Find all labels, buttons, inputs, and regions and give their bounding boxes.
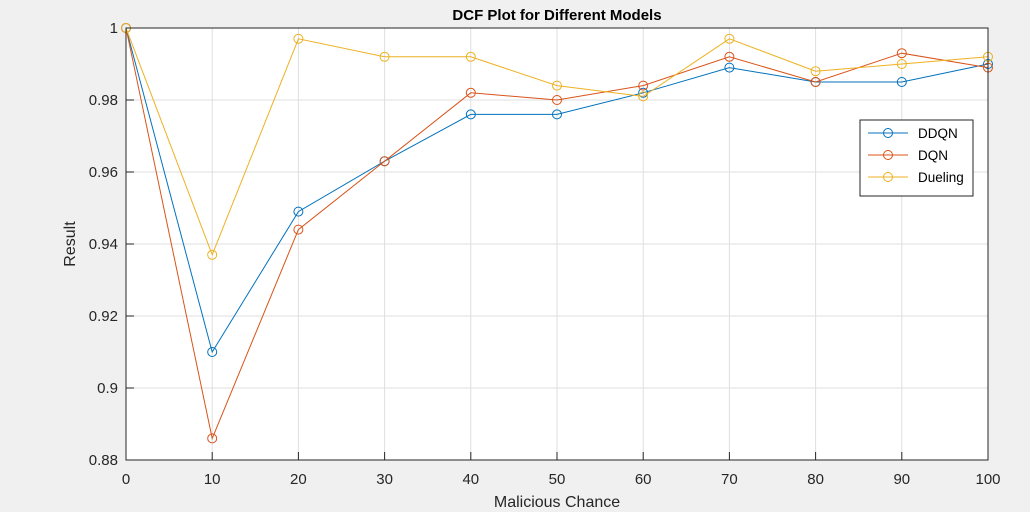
x-tick-label: 40 (462, 471, 479, 488)
data-point (896, 48, 907, 59)
axis-ticks: 0 10 20 30 40 50 60 70 80 90 100 0.88 0.9 0.92 0.94 0.9… (89, 20, 1001, 488)
data-point (465, 51, 476, 62)
y-tick-label: 0.96 (89, 164, 118, 181)
legend-marker (883, 150, 893, 160)
chart-title: DCF Plot for Different Models (452, 7, 661, 24)
y-tick-label: 0.98 (89, 92, 118, 109)
data-point (724, 51, 735, 62)
series-dueling (121, 23, 993, 260)
data-point (293, 206, 304, 217)
data-point (379, 156, 390, 167)
data-point (552, 109, 562, 120)
series-line (125, 27, 989, 441)
data-point (724, 62, 735, 73)
data-point (379, 51, 390, 62)
x-tick-label: 90 (893, 471, 910, 488)
data-point (638, 91, 649, 102)
data-point (810, 66, 821, 77)
y-tick-label: 0.9 (97, 380, 118, 397)
x-tick-label: 10 (204, 471, 221, 488)
data-point (465, 109, 476, 120)
x-tick-label: 20 (290, 471, 307, 488)
legend-label: DQN (918, 148, 948, 163)
series-line (125, 27, 989, 257)
x-tick-label: 0 (122, 471, 130, 488)
x-tick-label: 50 (549, 471, 566, 488)
data-point (293, 33, 304, 44)
y-axis-label: Result (62, 221, 79, 267)
x-tick-label: 30 (376, 471, 393, 488)
legend-item: DDQN (868, 126, 958, 141)
data-point (207, 347, 218, 357)
data-point (465, 87, 476, 98)
data-point (207, 249, 218, 260)
x-tick-label: 100 (975, 471, 1000, 488)
x-tick-label: 60 (635, 471, 652, 488)
data-point (896, 77, 907, 87)
data-point (724, 33, 735, 44)
legend-item: DQN (868, 148, 948, 163)
y-tick-label: 0.92 (89, 308, 118, 325)
legend-marker (883, 172, 893, 182)
data-point (293, 224, 304, 235)
x-axis-label: Malicious Chance (494, 494, 620, 511)
y-tick-label: 1 (110, 20, 118, 37)
legend-item: Dueling (868, 170, 964, 185)
y-tick-label: 0.88 (89, 452, 118, 469)
x-tick-label: 70 (721, 471, 738, 488)
data-point (896, 59, 907, 69)
data-point (552, 95, 562, 105)
x-tick-label: 80 (807, 471, 824, 488)
data-point (552, 80, 562, 91)
legend-label: Dueling (918, 170, 964, 185)
legend-marker (883, 128, 893, 138)
series-line (125, 27, 989, 354)
y-tick-label: 0.94 (89, 236, 118, 253)
legend: DDQN DQN Dueling (859, 119, 974, 197)
data-point (638, 80, 649, 91)
data-point (810, 77, 821, 87)
legend-label: DDQN (918, 126, 958, 141)
data-point (207, 433, 218, 444)
